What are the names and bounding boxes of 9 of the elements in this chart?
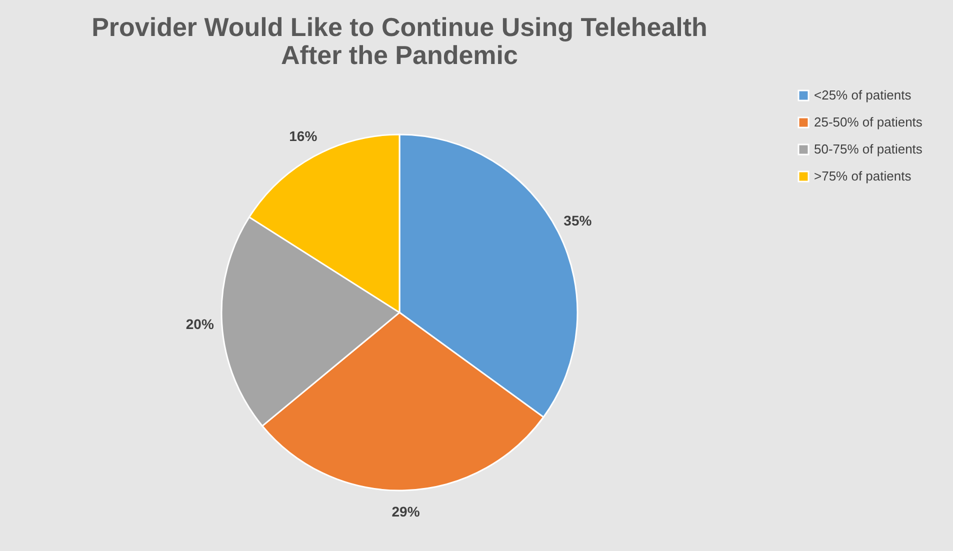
data-label: 29% xyxy=(392,503,420,520)
data-label: 16% xyxy=(289,128,318,144)
legend-label: >75% of patients xyxy=(814,168,912,184)
legend-label: 25-50% of patients xyxy=(814,114,923,130)
data-label: 35% xyxy=(564,212,592,229)
legend-label: 50-75% of patients xyxy=(814,142,923,156)
data-label: 20% xyxy=(186,316,214,332)
legend-label: <25% of patients xyxy=(814,88,912,102)
chart-title: Provider Would Like to Continue Using Telehealth After the Pandemic xyxy=(92,12,708,70)
